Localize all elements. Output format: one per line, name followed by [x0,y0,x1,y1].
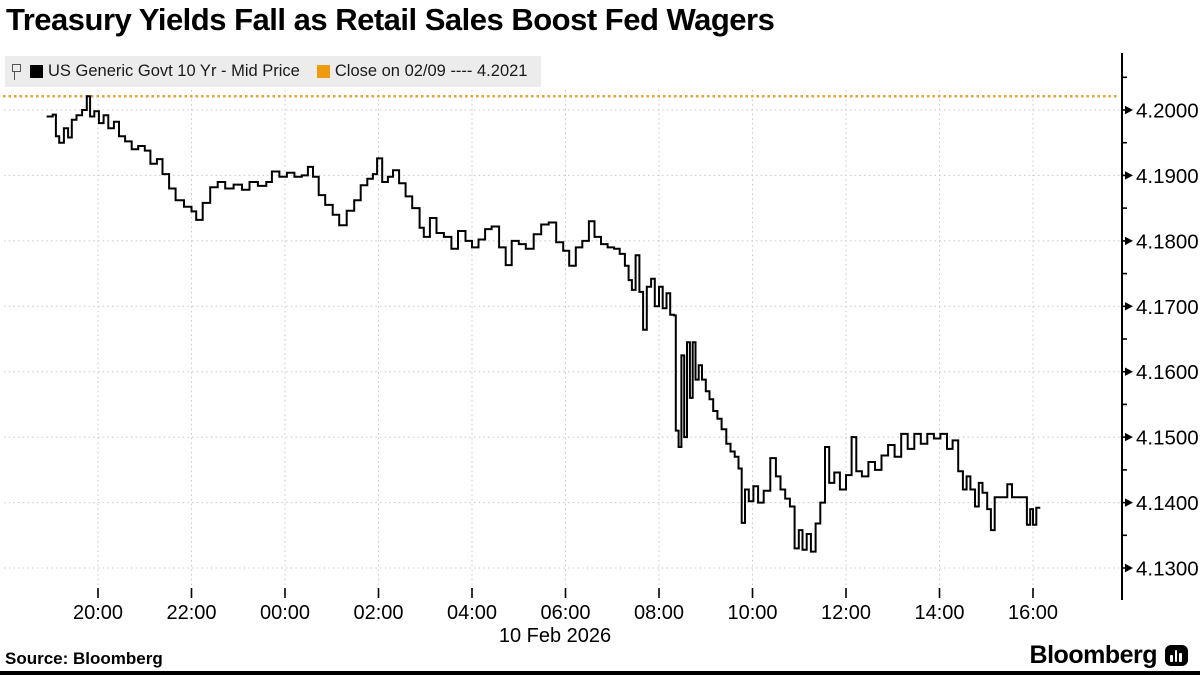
bloomberg-bars-icon [1165,645,1188,666]
y-axis-label: 4.1600 [1136,361,1199,384]
x-axis-label: 22:00 [166,602,216,624]
x-axis-label: 14:00 [914,602,964,624]
legend-label-close: Close on 02/09 ---- 4.2021 [334,62,528,80]
y-tick-arrow-icon [1125,105,1133,115]
x-axis-label: 12:00 [821,602,871,624]
x-axis-label: 00:00 [260,602,310,624]
source-note: Source: Bloomberg [5,649,163,668]
legend: US Generic Govt 10 Yr - Mid Price Close … [5,56,542,87]
y-tick-arrow-icon [1125,236,1133,246]
y-tick-arrow-icon [1125,302,1133,311]
y-axis-label: 4.2000 [1136,100,1199,123]
x-axis-label: 10:00 [727,602,777,624]
bloomberg-wordmark: Bloomberg [1029,641,1158,669]
chart-title: Treasury Yields Fall as Retail Sales Boo… [6,2,775,37]
x-axis-label: 04:00 [447,602,497,624]
y-tick-arrow-icon [1125,171,1133,180]
x-axis-label: 08:00 [634,602,684,624]
x-axis-label: 02:00 [353,602,403,624]
series-swatch-orange [316,65,330,78]
x-axis-label: 16:00 [1008,602,1058,624]
yield-line [46,95,1041,553]
legend-item-close[interactable]: Close on 02/09 ---- 4.2021 [316,62,528,81]
y-axis-label: 4.1800 [1136,230,1199,253]
y-axis-label: 4.1900 [1136,165,1199,188]
x-axis-date-label: 10 Feb 2026 [499,625,611,647]
legend-item-mid-price[interactable]: US Generic Govt 10 Yr - Mid Price [30,62,300,81]
y-axis-label: 4.1400 [1136,492,1199,515]
y-tick-arrow-icon [1125,563,1133,573]
bottom-rule [0,671,1200,675]
y-tick-arrow-icon [1125,432,1133,442]
series-swatch-black [30,65,43,78]
y-axis-label: 4.1300 [1136,558,1199,581]
x-axis-label: 20:00 [73,602,123,624]
y-tick-arrow-icon [1125,498,1133,507]
y-axis-label: 4.1700 [1136,296,1199,319]
y-tick-arrow-icon [1125,367,1133,376]
bloomberg-logo: Bloomberg [1030,641,1188,670]
x-axis-label: 06:00 [540,602,590,624]
y-axis-label: 4.1500 [1136,427,1199,450]
tracker-flag-icon [11,61,21,83]
legend-label-mid-price: US Generic Govt 10 Yr - Mid Price [48,62,300,80]
